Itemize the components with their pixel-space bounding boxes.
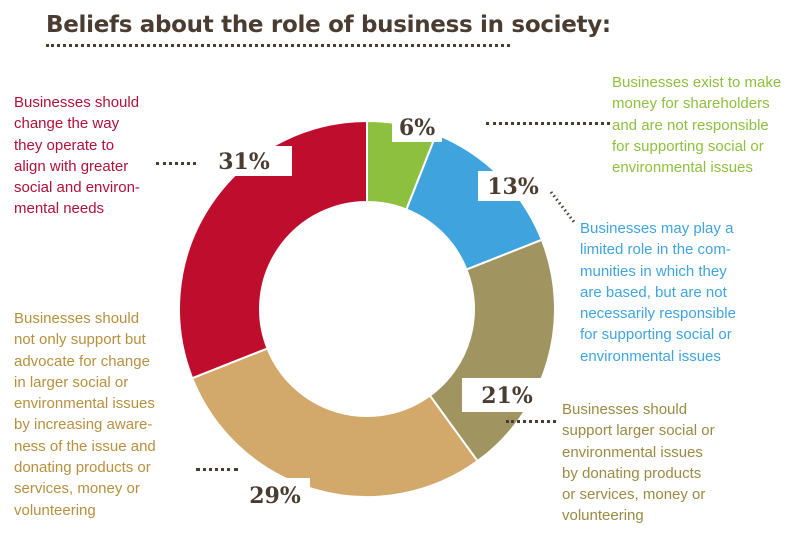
percent-label-limited-role: 13% xyxy=(487,174,539,200)
leader-line-diagonal xyxy=(549,191,576,223)
percent-label-bg-advocate xyxy=(240,478,310,512)
description-limited-role: Businesses may play a limited role in th… xyxy=(580,220,736,365)
leader-line xyxy=(196,468,238,471)
percent-label-bg-shareholders xyxy=(392,112,442,142)
description-support: Businesses should support larger social … xyxy=(562,401,715,525)
leader-line xyxy=(506,420,556,423)
description-shareholders: Businesses exist to make money for share… xyxy=(612,74,782,177)
percent-label-advocate: 29% xyxy=(249,483,301,509)
description-change: Businesses should change the way they op… xyxy=(14,94,140,218)
percent-label-support: 21% xyxy=(481,383,533,409)
percent-label-shareholders: 6% xyxy=(399,115,435,141)
leader-line xyxy=(156,162,196,165)
description-advocate: Businesses should not only support but a… xyxy=(14,310,156,519)
slice-change xyxy=(178,119,368,380)
slice-advocate xyxy=(190,347,479,498)
percent-label-change: 31% xyxy=(218,149,270,175)
percent-label-bg-support xyxy=(462,378,552,412)
percent-label-bg-limited-role xyxy=(478,171,548,201)
title-underline xyxy=(46,44,510,47)
chart-title: Beliefs about the role of business in so… xyxy=(46,12,611,38)
percent-label-bg-change xyxy=(196,146,292,176)
percent-labels: 6% 13% 21% 29% 31% xyxy=(196,112,576,512)
leader-line xyxy=(486,122,610,125)
